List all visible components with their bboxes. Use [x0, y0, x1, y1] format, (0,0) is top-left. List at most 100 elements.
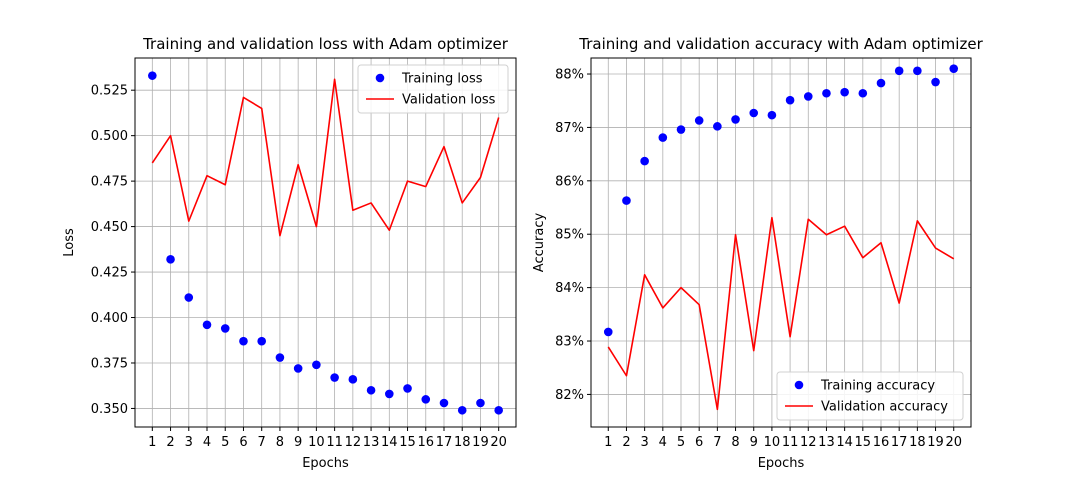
data-point: [822, 88, 831, 98]
y-tick-label: 0.500: [91, 129, 128, 144]
legend-label: Validation accuracy: [821, 400, 948, 415]
data-point: [622, 196, 631, 205]
x-tick-label: 2: [166, 435, 174, 450]
legend-label: Validation loss: [402, 93, 496, 108]
y-tick-label: 0.350: [91, 402, 128, 417]
x-tick-label: 9: [294, 435, 302, 450]
data-point: [931, 77, 940, 87]
x-tick-label: 14: [836, 435, 853, 450]
axes-frame: [134, 57, 517, 428]
x-tick-label: 15: [855, 435, 872, 450]
x-tick-label: 19: [472, 435, 489, 450]
y-tick-label: 82%: [555, 388, 584, 403]
x-tick-label: 6: [695, 435, 703, 450]
series-line-2: [607, 216, 955, 411]
x-tick-label: 3: [185, 435, 193, 450]
series-markers-1: [603, 64, 959, 337]
data-point: [403, 384, 412, 393]
axes-frame: [590, 57, 972, 428]
data-point: [348, 375, 358, 384]
data-point: [385, 389, 394, 399]
chart-title: Training and validation loss with Adam o…: [142, 35, 509, 53]
x-tick-label: 20: [490, 435, 507, 450]
data-point: [293, 364, 303, 373]
data-point: [330, 373, 339, 382]
chart-panel-1: 1 2 3 4 5 6 7 8 9 10 11 12 13 14 15 16 17 18 19 200.3500.37…: [62, 35, 517, 471]
legend: Training loss Validation loss: [357, 64, 509, 114]
x-tick-label: 1: [604, 435, 612, 450]
y-tick-label: 85%: [555, 228, 584, 243]
data-point: [949, 64, 959, 73]
chart-panel-2: 1 2 3 4 5 6 7 8 9 10 11 12 13 14 15 16 17 18 19 2082%83%84%…: [532, 35, 984, 471]
x-tick-label: 12: [345, 435, 362, 450]
x-tick-label: 7: [713, 435, 721, 450]
x-tick-label: 14: [381, 435, 398, 450]
x-tick-label: 2: [622, 435, 630, 450]
x-tick-label: 20: [945, 435, 962, 450]
y-tick-label: 0.375: [91, 356, 128, 371]
chart-title: Training and validation accuracy with Ad…: [578, 35, 983, 53]
x-tick-label: 13: [818, 435, 835, 450]
x-axis-label: Epochs: [302, 456, 349, 471]
data-point: [312, 360, 321, 370]
data-point: [494, 405, 503, 415]
data-point: [640, 156, 649, 166]
y-tick-label: 0.400: [91, 311, 128, 326]
data-point: [785, 95, 795, 105]
data-point: [767, 110, 777, 120]
x-tick-label: 18: [454, 435, 471, 450]
data-point: [476, 398, 485, 408]
y-axis-label: Loss: [62, 228, 77, 257]
legend-label: Training loss: [401, 72, 483, 87]
y-tick-label: 86%: [555, 174, 584, 189]
x-tick-label: 5: [221, 435, 229, 450]
x-tick-label: 4: [203, 435, 211, 450]
x-tick-label: 16: [417, 435, 434, 450]
x-tick-label: 6: [239, 435, 247, 450]
gridlines: [135, 58, 516, 427]
data-point: [803, 92, 813, 101]
x-tick-label: 8: [731, 435, 739, 450]
data-point: [858, 88, 868, 98]
y-axis-label: Accuracy: [532, 213, 547, 273]
x-tick-label: 10: [308, 435, 325, 450]
x-tick-label: 13: [363, 435, 380, 450]
x-tick-label: 5: [677, 435, 685, 450]
data-point: [421, 395, 431, 404]
y-tick-label: 0.425: [91, 266, 128, 281]
x-tick-label: 17: [436, 435, 453, 450]
x-tick-label: 19: [927, 435, 944, 450]
y-tick-label: 83%: [555, 335, 584, 350]
x-axis-label: Epochs: [758, 456, 805, 471]
x-tick-label: 3: [640, 435, 648, 450]
x-tick-label: 15: [399, 435, 416, 450]
data-point: [658, 133, 668, 142]
legend-label: Training accuracy: [820, 379, 935, 394]
data-point: [439, 398, 449, 408]
x-tick-label: 11: [782, 435, 799, 450]
x-tick-label: 18: [909, 435, 926, 450]
data-point: [676, 125, 686, 134]
y-tick-label: 0.450: [91, 220, 128, 235]
x-tick-label: 4: [659, 435, 667, 450]
data-point: [713, 122, 722, 131]
data-point: [840, 87, 849, 97]
y-tick-label: 87%: [555, 121, 584, 136]
data-point: [603, 327, 613, 337]
series-markers-1: [148, 71, 503, 415]
y-tick-label: 0.475: [91, 175, 128, 190]
data-point: [457, 405, 467, 415]
x-tick-label: 1: [148, 435, 156, 450]
data-point: [694, 116, 704, 125]
data-point: [166, 255, 175, 264]
y-tick-label: 0.525: [91, 84, 128, 99]
data-point: [239, 336, 248, 346]
legend: Training accuracy Validation accuracy: [776, 371, 964, 421]
y-tick-label: 84%: [555, 281, 584, 296]
x-tick-label: 11: [326, 435, 343, 450]
series-line-2: [151, 78, 500, 237]
data-point: [257, 336, 266, 346]
data-point: [731, 115, 740, 124]
data-point: [876, 78, 886, 88]
